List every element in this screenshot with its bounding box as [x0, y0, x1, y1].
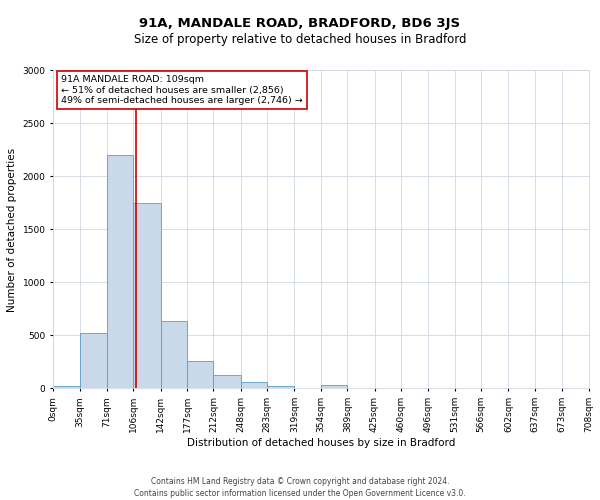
X-axis label: Distribution of detached houses by size in Bradford: Distribution of detached houses by size … — [187, 438, 455, 448]
Bar — [214, 374, 241, 388]
Text: 91A MANDALE ROAD: 109sqm
← 51% of detached houses are smaller (2,856)
49% of sem: 91A MANDALE ROAD: 109sqm ← 51% of detach… — [61, 75, 303, 105]
Bar — [241, 382, 267, 388]
Bar — [267, 386, 295, 388]
Bar — [133, 203, 161, 388]
Bar — [161, 320, 187, 388]
Bar — [80, 334, 107, 388]
Bar — [187, 361, 214, 388]
Text: 91A, MANDALE ROAD, BRADFORD, BD6 3JS: 91A, MANDALE ROAD, BRADFORD, BD6 3JS — [139, 18, 461, 30]
Text: Size of property relative to detached houses in Bradford: Size of property relative to detached ho… — [134, 32, 466, 46]
Bar — [107, 156, 133, 388]
Y-axis label: Number of detached properties: Number of detached properties — [7, 148, 17, 312]
Text: Contains HM Land Registry data © Crown copyright and database right 2024.: Contains HM Land Registry data © Crown c… — [151, 478, 449, 486]
Text: Contains public sector information licensed under the Open Government Licence v3: Contains public sector information licen… — [134, 489, 466, 498]
Bar — [53, 386, 80, 388]
Bar — [321, 385, 347, 388]
